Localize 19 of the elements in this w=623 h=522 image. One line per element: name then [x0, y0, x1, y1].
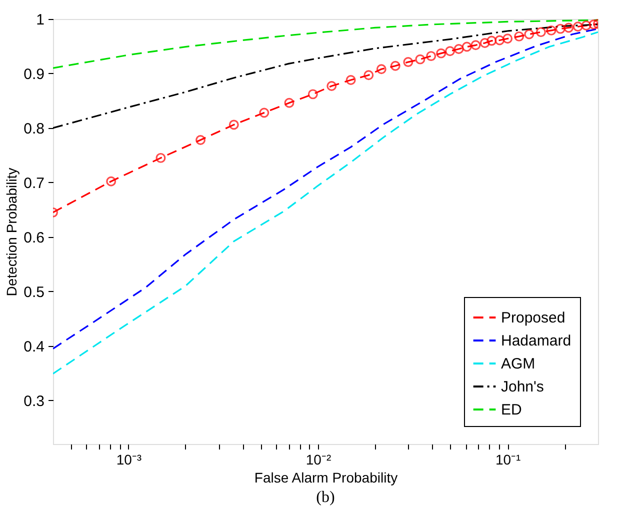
text: (b): [316, 489, 335, 506]
y-axis-title: Detection Probability: [4, 168, 20, 296]
x-tick-label: 10⁻³: [116, 452, 142, 468]
y-tick-label: 0.3: [24, 392, 44, 410]
legend-label: John's: [501, 378, 544, 396]
y-tick-label: 0.8: [24, 120, 44, 138]
x-tick-label: 10⁻²: [306, 452, 332, 468]
legend-label: AGM: [501, 356, 536, 372]
y-tick-label: 0.4: [24, 338, 44, 356]
y-tick-label: 0.9: [24, 66, 44, 83]
y-tick-label: 0.5: [24, 284, 44, 301]
x-tick-label: 10⁻¹: [495, 452, 522, 468]
y-tick-label: 0.7: [24, 174, 44, 192]
legend-label: Proposed: [501, 310, 566, 326]
y-tick-label: 1: [36, 12, 44, 28]
y-tick-label: 0.6: [24, 229, 44, 246]
x-axis-title: False Alarm Probability: [254, 470, 398, 486]
legend-label: Hadamard: [501, 332, 572, 350]
legend-label: ED: [501, 402, 522, 418]
